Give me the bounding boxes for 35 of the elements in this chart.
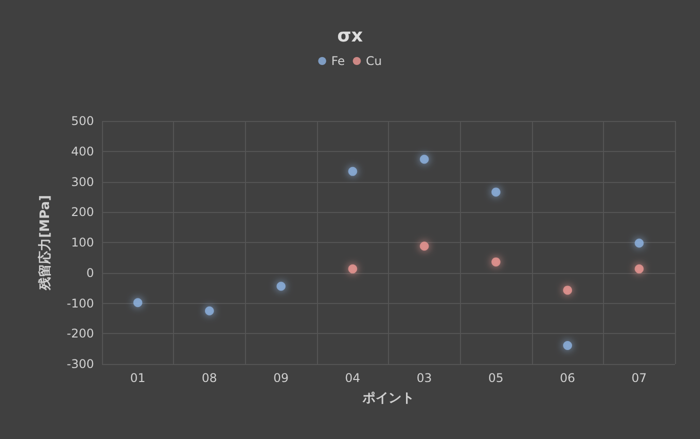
y-tick-label: -300 <box>66 357 94 371</box>
y-tick-label: 200 <box>71 205 94 220</box>
y-tick-label: 100 <box>71 236 94 250</box>
x-tick-label: 04 <box>345 371 360 385</box>
point <box>634 264 644 274</box>
point <box>276 282 286 291</box>
y-axis-title: 残留応力[MPa] <box>37 195 53 291</box>
legend-label: Fe <box>331 54 345 68</box>
point <box>563 286 572 295</box>
y-tick-label: 300 <box>71 174 94 189</box>
point <box>420 154 429 164</box>
y-tick-label: -100 <box>66 296 94 310</box>
x-tick-label: 03 <box>416 371 432 385</box>
y-tick-label: 500 <box>71 114 94 128</box>
y-tick-label: 400 <box>71 144 94 158</box>
y-tick-label: -200 <box>66 326 94 341</box>
point <box>634 238 644 248</box>
point <box>348 264 358 274</box>
point <box>348 166 358 176</box>
x-axis-title: ポイント <box>362 391 414 406</box>
chart-title: σx <box>337 26 364 46</box>
point <box>491 188 500 197</box>
x-tick-label: 05 <box>488 371 504 385</box>
point <box>420 242 429 251</box>
point <box>204 306 214 316</box>
point <box>563 340 572 350</box>
y-tick-label: 0 <box>86 266 94 280</box>
x-tick-label: 09 <box>273 371 289 385</box>
point <box>133 298 142 308</box>
legend-label: Cu <box>366 54 382 68</box>
x-tick-label: 06 <box>560 371 576 385</box>
x-tick-label: 07 <box>632 371 647 385</box>
x-tick-label: 01 <box>130 371 146 385</box>
x-tick-label: 08 <box>202 371 218 385</box>
point <box>491 257 500 266</box>
